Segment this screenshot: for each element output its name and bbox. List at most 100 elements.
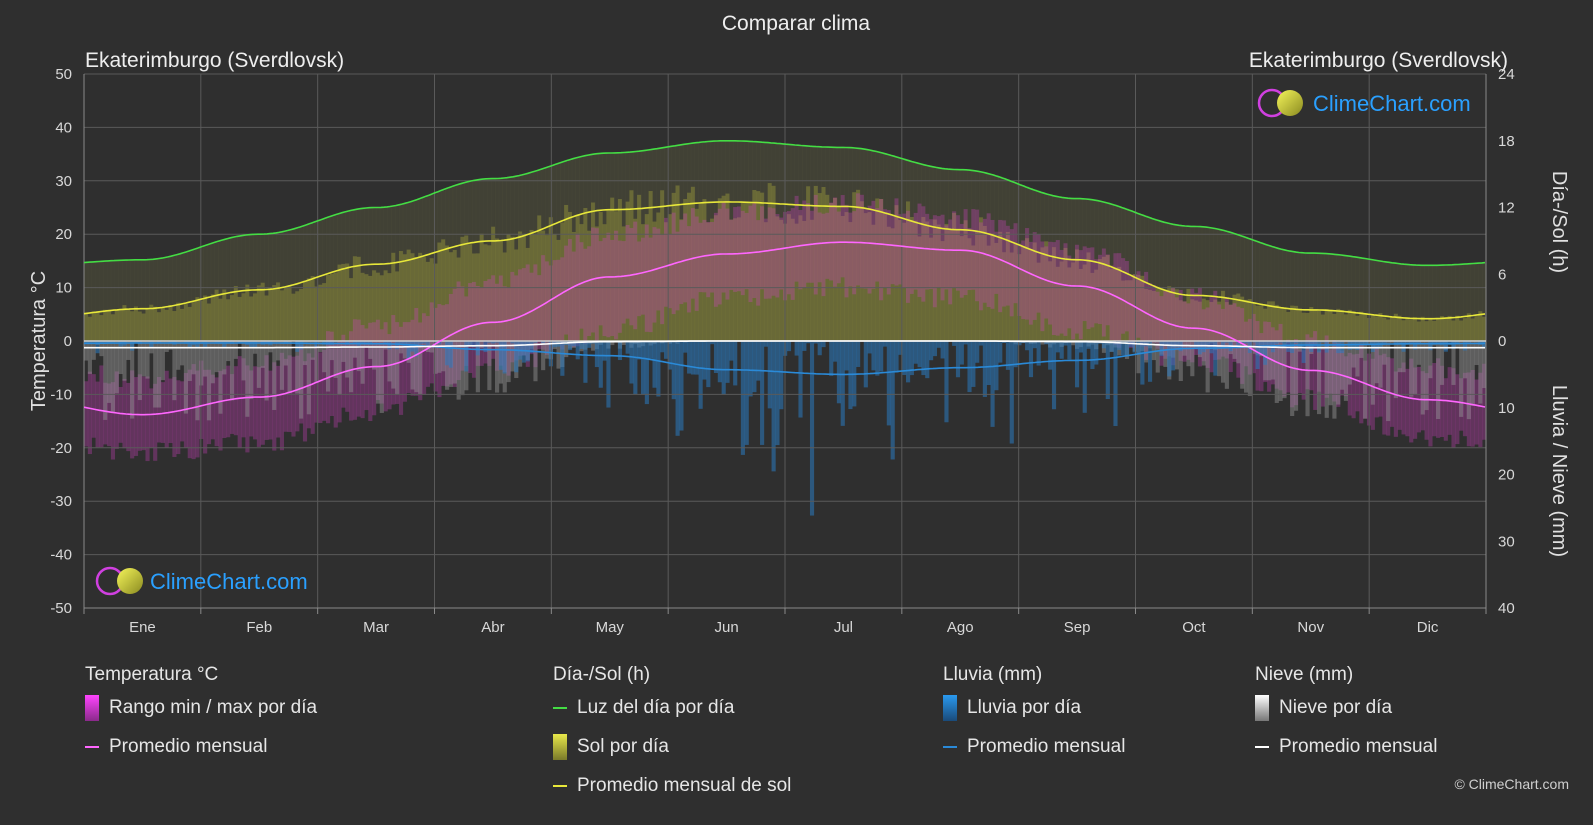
daylight-bar bbox=[775, 143, 780, 341]
daylight-bar bbox=[1474, 263, 1479, 341]
sunshine-bar bbox=[921, 217, 926, 341]
temperature-range-bar bbox=[1017, 243, 1022, 316]
temperature-range-bar bbox=[1355, 353, 1360, 412]
daylight-bar bbox=[241, 235, 246, 341]
sunshine-bar bbox=[364, 274, 369, 341]
snow-bar bbox=[1351, 341, 1356, 368]
sunshine-bar bbox=[1286, 311, 1291, 341]
sunshine-bar bbox=[1044, 241, 1049, 341]
legend-rain-daily: Lluvia por día bbox=[943, 688, 1125, 727]
daylight-bar bbox=[978, 171, 984, 341]
sunshine-bar bbox=[1313, 310, 1318, 341]
daylight-bar bbox=[195, 248, 200, 341]
temperature-range-bar bbox=[1224, 297, 1229, 359]
temperature-range-bar bbox=[871, 200, 876, 289]
rain-bar bbox=[882, 341, 888, 347]
sunshine-bar bbox=[583, 208, 588, 341]
temperature-range-bar bbox=[383, 322, 388, 412]
rain-bar bbox=[533, 341, 538, 343]
logo-bottom[interactable]: ClimeChart.com bbox=[95, 566, 308, 596]
temperature-range-bar bbox=[302, 361, 308, 442]
temperature-range-bar bbox=[744, 212, 749, 290]
daylight-bar bbox=[1436, 265, 1441, 341]
rain-bar bbox=[487, 341, 492, 343]
temperature-range-bar bbox=[1147, 283, 1153, 343]
sunshine-bar bbox=[352, 256, 358, 341]
daylight-bar bbox=[130, 259, 135, 341]
daylight-bar bbox=[736, 140, 742, 341]
sunshine-bar bbox=[429, 258, 434, 341]
snow-bar bbox=[1374, 341, 1379, 384]
daylight-bar bbox=[729, 140, 734, 341]
sunshine-bar bbox=[287, 285, 292, 341]
sunshine-bar bbox=[1347, 309, 1352, 341]
daylight-bar bbox=[302, 225, 308, 341]
temperature-range-bar bbox=[1155, 291, 1160, 349]
sunshine-bar bbox=[806, 186, 811, 341]
sunshine-bar bbox=[706, 222, 711, 341]
temperature-range-bar bbox=[760, 206, 765, 290]
rain-bar bbox=[794, 341, 799, 356]
legend-label: Promedio mensual de sol bbox=[577, 774, 792, 796]
temperature-range-bar bbox=[710, 222, 715, 293]
temperature-range-bar bbox=[368, 322, 373, 421]
daylight-bar bbox=[364, 208, 369, 341]
temperature-range-bar bbox=[982, 218, 987, 303]
sunshine-bar bbox=[1082, 264, 1087, 341]
rain-bar bbox=[902, 341, 907, 376]
logo-top[interactable]: ClimeChart.com bbox=[1257, 88, 1471, 118]
rain-bar bbox=[982, 341, 987, 397]
rain-bar bbox=[237, 341, 242, 343]
temperature-range-bar bbox=[913, 212, 918, 290]
snow-bar bbox=[1451, 341, 1456, 385]
temperature-range-bar bbox=[556, 259, 561, 341]
daylight-bar bbox=[379, 207, 384, 341]
rain-bar bbox=[644, 341, 649, 405]
rain-bar bbox=[760, 341, 765, 445]
temperature-range-bar bbox=[529, 272, 534, 355]
snow-bar bbox=[1439, 341, 1445, 385]
temperature-range-bar bbox=[172, 376, 177, 457]
sunshine-bar bbox=[302, 280, 308, 341]
sunshine-bar bbox=[698, 203, 703, 341]
rain-bar bbox=[913, 341, 918, 364]
sunshine-bar bbox=[721, 195, 726, 341]
sunshine-bar bbox=[491, 226, 496, 341]
temperature-range-bar bbox=[402, 322, 407, 402]
rain-bar bbox=[1240, 341, 1245, 343]
rain-bar bbox=[802, 341, 807, 351]
temperature-range-bar bbox=[713, 212, 719, 307]
daylight-bar bbox=[725, 140, 730, 341]
temperature-range-bar bbox=[944, 225, 949, 290]
sunshine-bar bbox=[253, 293, 258, 341]
sunshine-bar bbox=[733, 218, 738, 341]
rain-bar bbox=[1059, 341, 1064, 359]
daylight-bar bbox=[990, 174, 995, 341]
sunshine-bar bbox=[310, 276, 315, 341]
daylight-bar bbox=[1332, 254, 1337, 341]
temperature-range-bar bbox=[387, 334, 392, 410]
temperature-range-bar bbox=[1397, 368, 1402, 430]
daylight-bar bbox=[1405, 264, 1410, 341]
sunshine-bar bbox=[437, 242, 442, 341]
rain-bar bbox=[660, 341, 665, 353]
snow-bar bbox=[460, 341, 465, 396]
rain-mean-swatch bbox=[943, 745, 957, 748]
sunshine-bar bbox=[756, 191, 761, 341]
snow-bar bbox=[1324, 341, 1329, 418]
sunshine-bar bbox=[637, 194, 642, 341]
sunshine-bar bbox=[1028, 249, 1034, 341]
sunshine-bar bbox=[1332, 313, 1337, 341]
rain-bar bbox=[521, 341, 527, 363]
daylight-bar bbox=[1374, 260, 1379, 341]
location-right: Ekaterimburgo (Sverdlovsk) bbox=[1249, 49, 1508, 72]
sunshine-bar bbox=[233, 286, 238, 341]
daylight-bar bbox=[1028, 188, 1034, 341]
rain-bar bbox=[925, 341, 930, 379]
sunshine-bar bbox=[1420, 316, 1425, 341]
daylight-bar bbox=[1297, 252, 1302, 341]
sunshine-bar bbox=[168, 305, 173, 341]
snow-bar bbox=[203, 341, 208, 377]
temperature-range-bar bbox=[1201, 309, 1206, 362]
temperature-range-bar bbox=[187, 369, 192, 459]
